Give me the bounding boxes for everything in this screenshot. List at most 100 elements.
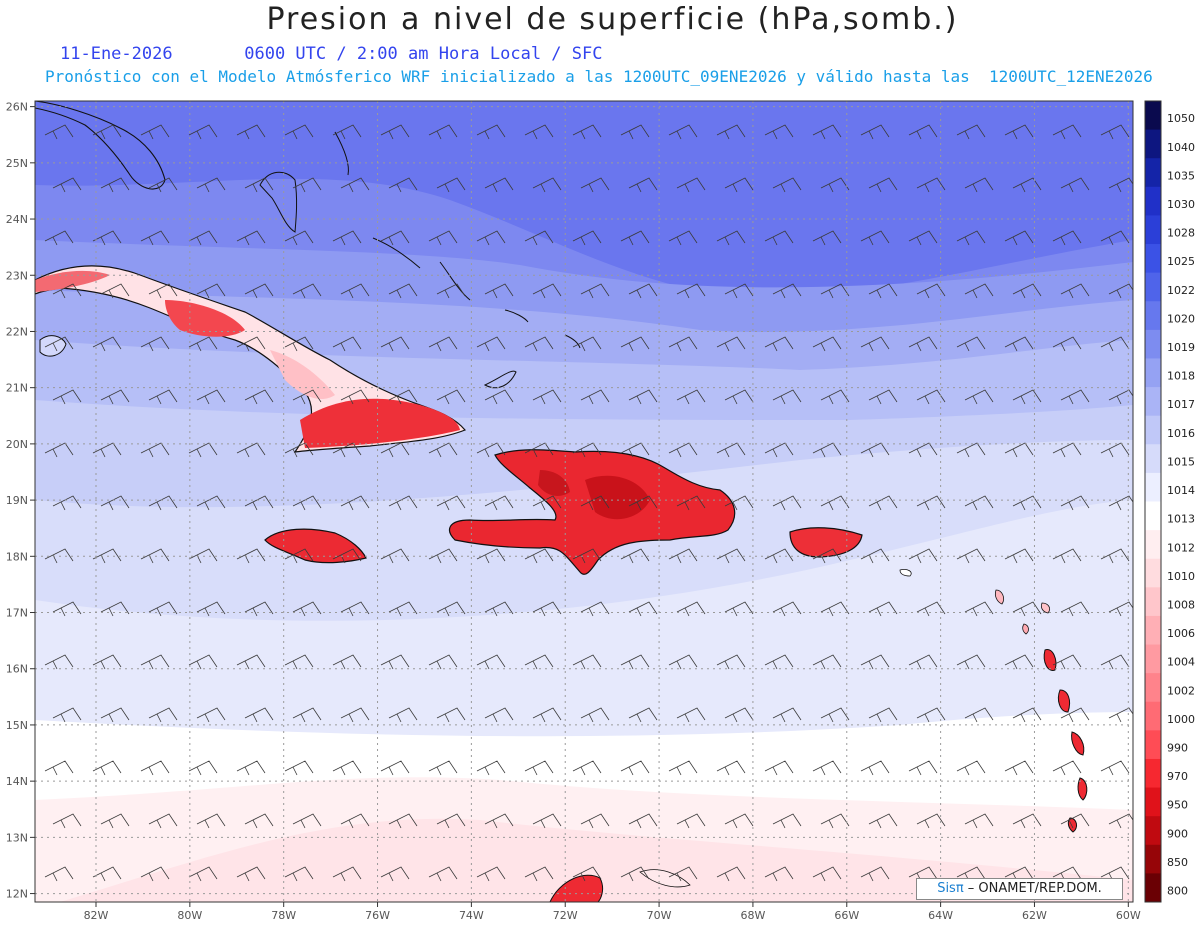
wind-barb <box>908 442 938 458</box>
colorbar-label: 1008 <box>1167 598 1195 611</box>
wind-barb <box>580 707 610 723</box>
colorbar-label: 850 <box>1167 856 1188 869</box>
wind-barb <box>244 495 274 511</box>
wind-barb <box>572 442 602 458</box>
wind-barb <box>860 760 890 776</box>
map-title: Presion a nivel de superficie (hPa,somb.… <box>266 2 959 37</box>
wind-barb <box>668 866 698 882</box>
lat-label: 17N <box>6 607 28 620</box>
wind-barb <box>436 389 466 405</box>
wind-barb <box>868 283 898 299</box>
wind-barb <box>92 760 122 776</box>
wind-barb <box>244 813 274 829</box>
wind-barb <box>188 124 218 140</box>
wind-barb <box>52 813 82 829</box>
wind-barb <box>812 760 842 776</box>
wind-barb <box>340 813 370 829</box>
wind-barb <box>428 654 458 670</box>
wind-barb <box>772 707 802 723</box>
colorbar-swatch <box>1145 129 1161 159</box>
wind-barb <box>140 124 170 140</box>
wind-barb <box>956 124 986 140</box>
forecast-time: 0600 UTC / 2:00 am Hora Local / SFC <box>244 44 603 64</box>
wind-barb <box>772 601 802 617</box>
colorbar-label: 1002 <box>1167 684 1195 697</box>
wind-barb <box>388 601 418 617</box>
wind-barb <box>436 177 466 193</box>
wind-barb <box>580 601 610 617</box>
wind-barb <box>284 442 314 458</box>
wind-barb <box>436 707 466 723</box>
lat-label: 21N <box>6 382 28 395</box>
colorbar-swatch <box>1145 101 1161 131</box>
wind-barb <box>908 124 938 140</box>
wind-barb <box>1108 601 1133 617</box>
wind-barb <box>284 866 314 882</box>
wind-barb <box>964 177 994 193</box>
wind-barb <box>956 654 986 670</box>
wind-barb <box>332 760 362 776</box>
colorbar-label: 800 <box>1167 885 1188 898</box>
wind-barb <box>44 866 74 882</box>
wind-barb <box>332 654 362 670</box>
wind-barb <box>956 760 986 776</box>
wind-barb <box>772 495 802 511</box>
wind-barb <box>676 177 706 193</box>
wind-barb <box>292 389 322 405</box>
wind-barb <box>916 495 946 511</box>
lat-label: 20N <box>6 438 28 451</box>
wind-barb <box>580 495 610 511</box>
wind-barb <box>916 601 946 617</box>
wind-barb <box>1012 495 1042 511</box>
wind-barb <box>964 495 994 511</box>
colorbar-swatch <box>1145 272 1161 302</box>
colorbar-swatch <box>1145 444 1161 474</box>
wind-barb <box>1108 813 1133 829</box>
wind-barb <box>908 654 938 670</box>
wind-barb <box>52 283 82 299</box>
colorbar-swatch <box>1145 186 1161 216</box>
wind-barb <box>572 336 602 352</box>
wind-barb <box>236 336 266 352</box>
wind-barb <box>676 601 706 617</box>
wind-barb <box>100 177 130 193</box>
colorbar-label: 970 <box>1167 770 1188 783</box>
wind-barb <box>284 336 314 352</box>
wind-barb <box>148 813 178 829</box>
wind-barb <box>428 336 458 352</box>
wind-barb <box>628 813 658 829</box>
puerto-rico-landmass <box>789 527 863 558</box>
longitude-labels: 82W 80W 78W 76W 74W 72W 70W 68W 66W 64W 62W 60W <box>84 902 1141 922</box>
wind-barb <box>52 389 82 405</box>
wind-barb <box>1004 442 1034 458</box>
wind-barb <box>44 336 74 352</box>
lat-label: 23N <box>6 269 28 282</box>
wind-barb <box>964 813 994 829</box>
wind-barb <box>484 389 514 405</box>
colorbar-label: 1050 <box>1167 112 1195 125</box>
wind-barb <box>812 866 842 882</box>
lat-label: 19N <box>6 494 28 507</box>
wind-barb <box>92 866 122 882</box>
wind-barb <box>476 336 506 352</box>
wind-barb <box>1012 601 1042 617</box>
wind-barb <box>196 813 226 829</box>
wind-barb <box>52 601 82 617</box>
wind-barb <box>92 336 122 352</box>
lon-label: 80W <box>177 909 202 922</box>
wind-barb <box>916 813 946 829</box>
colorbar-label: 1010 <box>1167 570 1195 583</box>
wind-barb <box>1012 177 1042 193</box>
wind-barb <box>188 230 218 246</box>
wind-barb <box>916 283 946 299</box>
wind-barb <box>716 760 746 776</box>
wind-barb <box>140 866 170 882</box>
wind-barb <box>484 707 514 723</box>
colorbar-swatch <box>1145 644 1161 674</box>
wind-barb <box>1100 760 1130 776</box>
wind-barb <box>620 866 650 882</box>
jamaica-landmass <box>264 528 367 564</box>
wind-barb <box>812 442 842 458</box>
lon-label: 66W <box>834 909 859 922</box>
colorbar-label: 1030 <box>1167 198 1195 211</box>
